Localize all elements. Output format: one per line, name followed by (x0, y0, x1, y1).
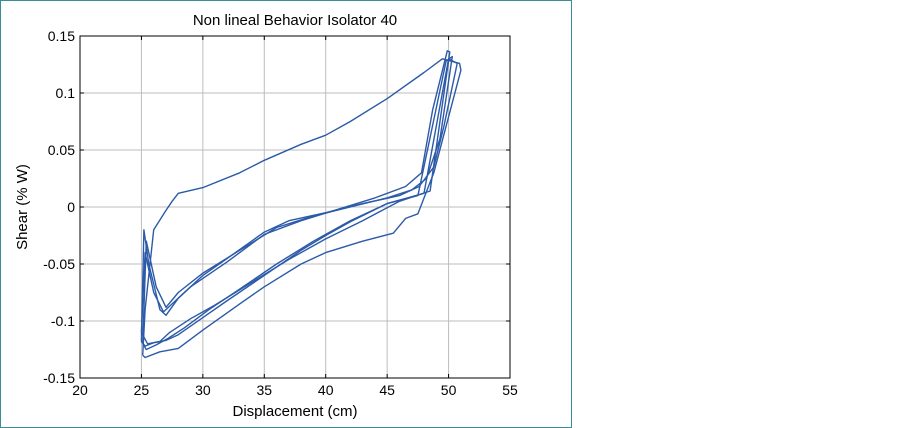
y-tick-label: -0.1 (51, 313, 75, 329)
x-tick-label: 25 (134, 382, 150, 398)
x-tick-label: 40 (318, 382, 334, 398)
tick-marks (79, 35, 511, 379)
y-tick-labels: 0.15 0.1 0.05 0 -0.05 -0.1 -0.15 (43, 28, 75, 386)
x-tick-label: 50 (441, 382, 457, 398)
y-tick-label: -0.05 (43, 256, 75, 272)
hysteresis-loop-2 (142, 55, 453, 351)
y-tick-label: 0.05 (48, 142, 75, 158)
hysteresis-loop-3 (142, 58, 462, 359)
hysteresis-chart: 20 25 30 35 40 45 50 55 0.15 0.1 0.05 0 -0.05 -0.1 -0… (14, 12, 518, 420)
y-axis-label: Shear (% W) (14, 164, 31, 250)
x-tick-label: 45 (379, 382, 395, 398)
chart-title: Non lineal Behavior Isolator 40 (193, 12, 397, 29)
y-tick-label: 0 (67, 199, 75, 215)
x-tick-label: 55 (502, 382, 518, 398)
x-tick-labels: 20 25 30 35 40 45 50 55 (72, 382, 518, 398)
series-group (140, 50, 462, 359)
y-tick-label: -0.15 (43, 370, 75, 386)
x-tick-label: 30 (195, 382, 211, 398)
y-tick-label: 0.15 (48, 28, 75, 44)
y-tick-label: 0.1 (56, 85, 76, 101)
hysteresis-loop-4 (140, 50, 451, 345)
x-tick-label: 20 (72, 382, 88, 398)
x-axis-label: Displacement (cm) (232, 403, 357, 420)
x-tick-label: 35 (256, 382, 272, 398)
